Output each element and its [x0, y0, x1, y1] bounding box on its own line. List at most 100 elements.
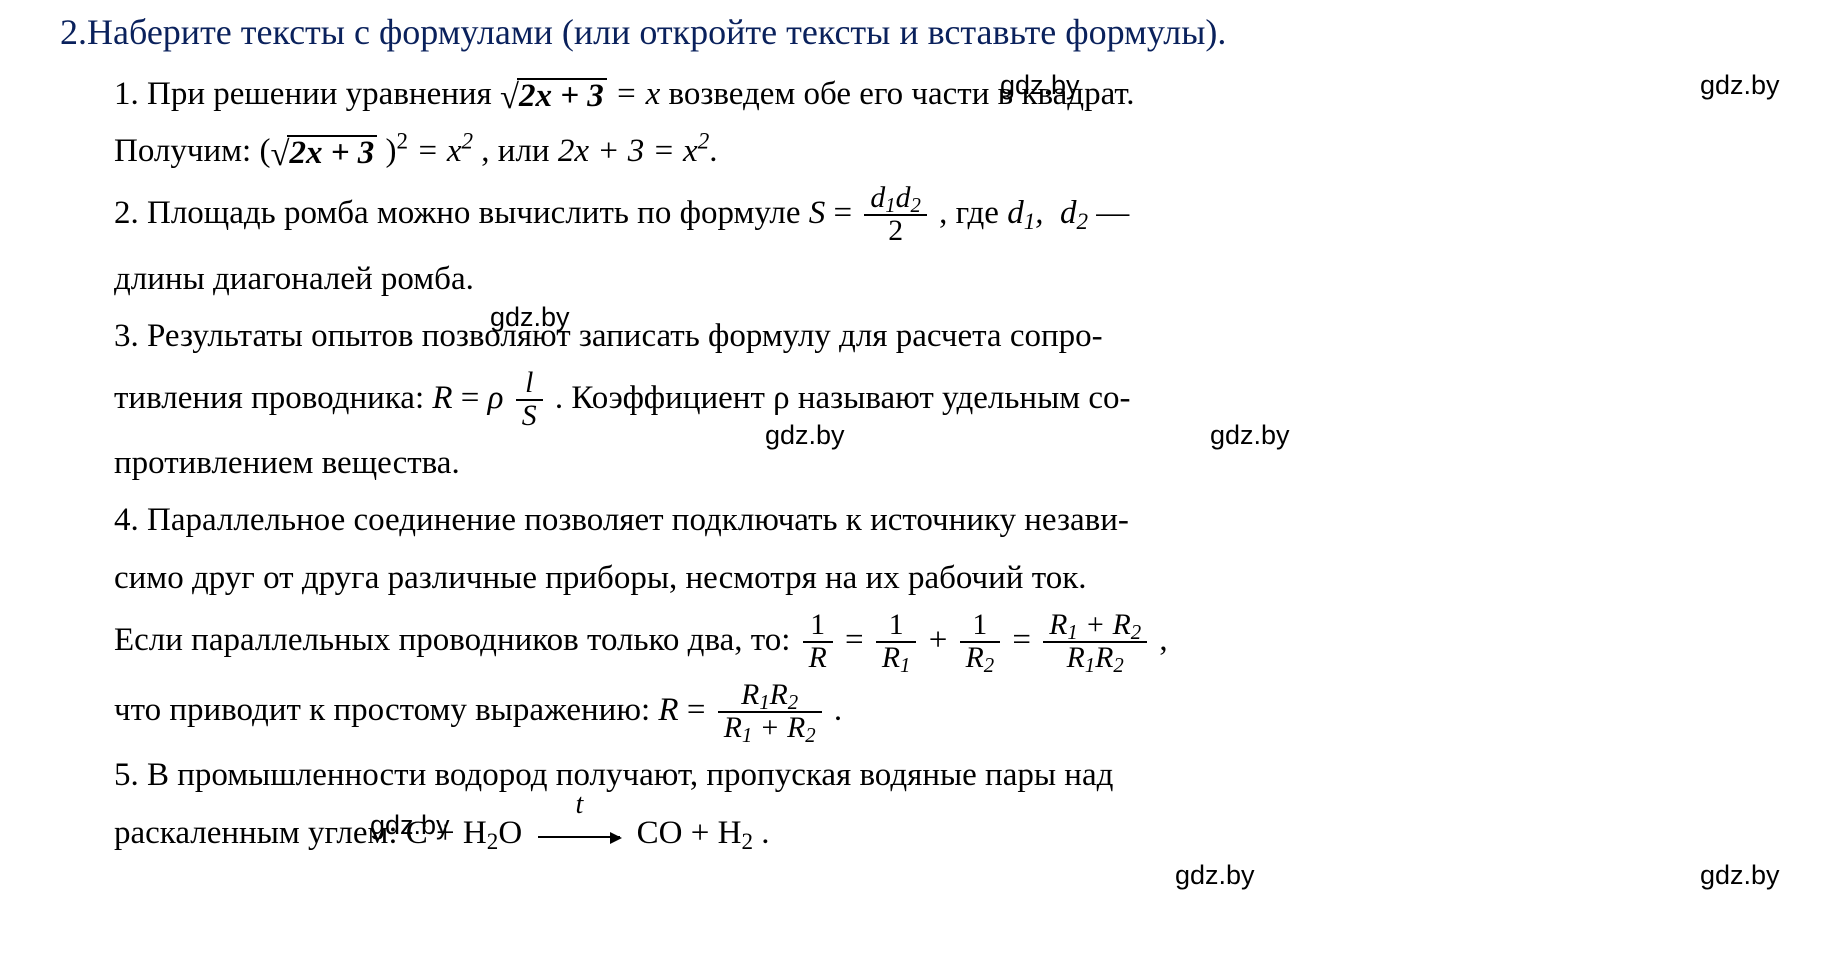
text: .: [834, 692, 842, 728]
R: R: [658, 692, 678, 728]
reaction-arrow-icon: t: [538, 809, 620, 860]
sub2: 2: [487, 827, 499, 853]
item-3-line-2: тивления проводника: R = ρ l S . Коэффиц…: [114, 368, 1802, 432]
d: d: [870, 182, 885, 214]
item-3-line-1: 3. Результаты опытов позволяют записать …: [114, 311, 1802, 362]
frac-1-R1: 1 R1: [876, 610, 917, 674]
text: . Коэффициент ρ называют удельным со-: [555, 380, 1131, 416]
item-5-line-1: 5. В промышленности водород получают, пр…: [114, 750, 1802, 801]
item-1-line-2: Получим: (√2x + 3 )2 = x2 , или 2x + 3 =…: [114, 126, 1802, 177]
text: .: [709, 133, 717, 169]
sub: 2: [788, 691, 798, 714]
sub: 2: [805, 724, 815, 747]
sqrt-expr-1: √2x + 3: [500, 78, 607, 114]
text: ,: [1159, 622, 1167, 658]
text: 1. При решении уравнения: [114, 76, 500, 112]
O: O: [498, 815, 522, 851]
item-2-line-2: длины диагоналей ромба.: [114, 254, 1802, 305]
num-l: l: [516, 368, 543, 401]
item-4-line-1: 4. Параллельное соединение позволяет под…: [114, 495, 1802, 546]
R: R: [1095, 642, 1113, 674]
frac-l-over-S: l S: [516, 368, 543, 432]
R: R: [724, 712, 742, 744]
text: раскаленным углем:: [114, 815, 406, 851]
exercise-body: 1. При решении уравнения √2x + 3 = x воз…: [60, 69, 1802, 861]
radicand: 2x + 3: [517, 78, 607, 113]
parallel-formula: 1 R = 1 R1 + 1 R2 = R1 + R2 R1R2: [799, 622, 1160, 658]
num: 1: [803, 610, 833, 643]
radicand: 2x + 3: [287, 135, 377, 170]
sub1: 1: [885, 194, 895, 217]
d: d: [1060, 195, 1077, 231]
sub: 2: [1131, 621, 1141, 644]
text: —: [1088, 195, 1129, 231]
paren-expr: (√2x + 3 )2 = x2: [259, 133, 481, 169]
R: R: [966, 642, 984, 674]
item-2-line-1: 2. Площадь ромба можно вычислить по форм…: [114, 183, 1802, 247]
d: d: [1007, 195, 1024, 231]
item-3-line-3: противлением вещества.: [114, 438, 1802, 489]
text: .: [761, 815, 769, 851]
R: R: [1067, 642, 1085, 674]
R: R: [882, 642, 900, 674]
item-4-line-3: Если параллельных проводников только два…: [114, 610, 1802, 674]
sub: 1: [742, 724, 752, 747]
CO: CO: [637, 815, 683, 851]
H: H: [463, 815, 487, 851]
sub: 1: [900, 654, 910, 677]
watermark: gdz.by: [1700, 860, 1780, 891]
text: возведем обе его части в квадрат.: [668, 76, 1134, 112]
exercise-heading: 2.Наберите тексты с формулами (или откро…: [60, 10, 1802, 55]
rhs-x2: x: [447, 133, 462, 169]
H: H: [718, 815, 742, 851]
den: R: [803, 643, 833, 674]
sub: 2: [1113, 654, 1123, 677]
area-formula: S = d1d2 2: [809, 195, 939, 231]
S: S: [809, 195, 826, 231]
sub: 2: [984, 654, 994, 677]
sub: 2: [1077, 208, 1089, 234]
num: 1: [876, 610, 917, 643]
lhs: 2x + 3: [558, 133, 644, 169]
rhs: x: [683, 133, 698, 169]
item-4-line-2: симо друг от друга различные приборы, не…: [114, 553, 1802, 604]
R: R: [1113, 609, 1131, 641]
C: C: [406, 815, 428, 851]
chem-equation: C + H2O t CO + H2: [406, 815, 761, 851]
t-label: t: [576, 783, 584, 826]
R: R: [770, 679, 788, 711]
text: , где: [939, 195, 1007, 231]
watermark: gdz.by: [1175, 860, 1255, 891]
den-2: 2: [864, 216, 926, 247]
sub: 1: [1067, 621, 1077, 644]
rho: ρ: [488, 380, 504, 416]
R: R: [432, 380, 452, 416]
num: 1: [960, 610, 1001, 643]
plain-eq: 2x + 3 = x2: [558, 133, 709, 169]
resistance-formula: R = ρ l S: [432, 380, 554, 416]
frac-sum-over-prod: R1 + R2 R1R2: [1043, 610, 1147, 674]
item-5-line-2: раскаленным углем: C + H2O t CO + H2 .: [114, 808, 1802, 861]
text: Получим:: [114, 133, 259, 169]
R: R: [741, 679, 759, 711]
radicand-text: 2x + 3: [289, 135, 374, 171]
sub: 1: [759, 691, 769, 714]
R: R: [1049, 609, 1067, 641]
R: R: [787, 712, 805, 744]
text: 2. Площадь ромба можно вычислить по форм…: [114, 195, 809, 231]
sqrt-expr-2: √2x + 3: [270, 135, 377, 171]
sub2: 2: [741, 827, 753, 853]
frac-1-R2: 1 R2: [960, 610, 1001, 674]
frac-d1d2-over-2: d1d2 2: [864, 183, 926, 247]
page-root: 2.Наберите тексты с формулами (или откро…: [0, 0, 1842, 972]
text: что приводит к простому выражению:: [114, 692, 658, 728]
text: тивления проводника:: [114, 380, 432, 416]
den-S: S: [516, 401, 543, 432]
equals-x: = x: [615, 76, 660, 112]
radicand-text: 2x + 3: [519, 78, 604, 114]
text: Если параллельных проводников только два…: [114, 622, 799, 658]
sub: 1: [1024, 208, 1036, 234]
frac-1-R: 1 R: [803, 610, 833, 674]
rhs-x: x: [646, 76, 661, 112]
frac-prod-over-sum: R1R2 R1 + R2: [718, 680, 822, 744]
